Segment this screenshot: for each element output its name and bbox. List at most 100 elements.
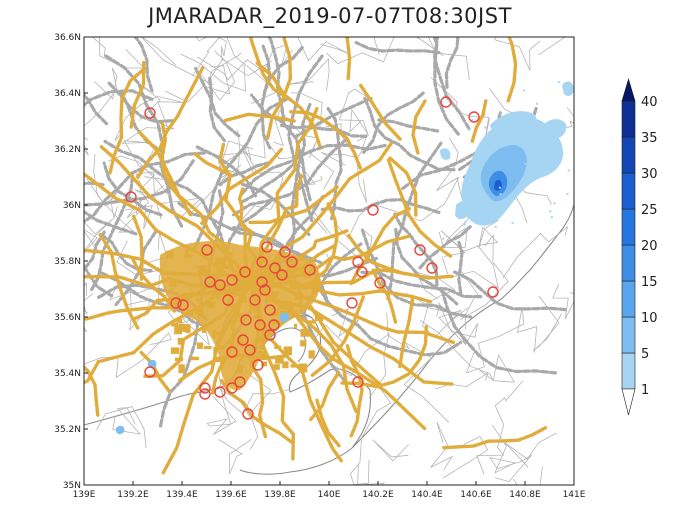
station-marker (177, 299, 189, 311)
latitude-axis: 35N 35.2N 35.4N 35.6N 35.8N 36N 36.2N 36.4N 36.6… (54, 33, 88, 491)
urban-block (183, 254, 193, 258)
boundary-line (165, 65, 231, 103)
rain-speck (561, 131, 564, 134)
boundary-line (278, 152, 335, 190)
minor-road (362, 90, 427, 154)
major-road (308, 304, 383, 387)
station-marker (346, 297, 358, 309)
station-marker (234, 376, 246, 388)
colorbar-segment (621, 100, 636, 138)
urban-block (210, 361, 216, 366)
boundary-line (206, 374, 237, 435)
urban-block (275, 356, 284, 364)
minor-road (103, 139, 228, 255)
boundary-line (112, 407, 142, 435)
rain-echo (562, 81, 574, 96)
boundary-line (489, 425, 532, 483)
colorbar-segment (621, 352, 636, 390)
rain-speck (566, 193, 569, 196)
urban-block (197, 265, 207, 273)
major-road (98, 233, 140, 330)
station-marker (226, 382, 238, 394)
urban-block (226, 252, 233, 257)
urban-block (274, 345, 281, 350)
station-marker (264, 329, 276, 341)
minor-road (362, 95, 456, 172)
urban-block (271, 291, 279, 296)
station-marker (256, 256, 268, 268)
urban-block (240, 288, 246, 298)
major-road (289, 110, 362, 170)
boundary-line (86, 178, 120, 219)
station-marker (252, 359, 264, 371)
rain-echo (440, 148, 451, 160)
boundary-line (504, 432, 557, 468)
urban-block (237, 337, 244, 344)
boundary-line (84, 218, 114, 254)
rain-speck (463, 223, 466, 226)
rain-speck (557, 81, 560, 84)
minor-road (84, 230, 106, 272)
urban-block (228, 303, 238, 308)
urban-block (311, 287, 316, 295)
urban-block (253, 284, 257, 292)
station-marker (356, 266, 368, 278)
boundary-line (532, 295, 562, 352)
minor-road (194, 66, 241, 138)
boundary-line (195, 37, 227, 61)
urban-block (166, 298, 173, 302)
urban-block (208, 303, 214, 309)
station-marker (242, 408, 254, 420)
major-road (442, 426, 548, 450)
rain-speck (549, 210, 552, 213)
urban-block (277, 256, 285, 260)
major-road (254, 60, 322, 148)
major-road (359, 83, 402, 141)
urban-block (214, 331, 222, 335)
urban-block (201, 327, 207, 333)
urban-block (314, 314, 324, 321)
urban-block (178, 364, 185, 374)
boundary-line (350, 376, 392, 485)
rain-speck (553, 202, 556, 205)
urban-block (242, 296, 247, 303)
urban-block (166, 250, 174, 259)
urban-block (217, 345, 225, 350)
urban-block (171, 322, 179, 327)
x-tick-label: 139.2E (117, 490, 149, 500)
urban-block (286, 266, 292, 274)
boundary-line (91, 37, 106, 56)
boundary-line (440, 219, 499, 257)
major-road (344, 37, 352, 81)
rain-echo (539, 119, 567, 140)
station-marker (256, 276, 268, 288)
y-tick-label: 35.4N (54, 369, 81, 379)
boundary-line (460, 234, 509, 320)
x-tick-label: 140.8E (509, 490, 541, 500)
station-marker (125, 191, 137, 203)
urban-block (176, 296, 185, 301)
boundary-line (441, 244, 499, 289)
major-road (223, 112, 298, 123)
rain-echo (147, 359, 157, 369)
urban-block (310, 266, 315, 276)
rain-echo (279, 312, 290, 323)
rain-speck (442, 237, 445, 240)
boundary-line (442, 435, 489, 479)
x-tick-label: 140E (318, 490, 341, 500)
minor-road (456, 238, 464, 295)
urban-block (314, 283, 321, 292)
station-marker (367, 204, 379, 216)
urban-block (277, 301, 285, 309)
y-tick-label: 36.2N (54, 145, 81, 155)
station-marker (222, 294, 234, 306)
station-marker (237, 334, 249, 346)
minor-road (377, 118, 440, 133)
y-tick-label: 35.8N (54, 257, 81, 267)
station-marker (440, 96, 452, 108)
station-marker (269, 262, 281, 274)
x-tick-label: 139.8E (264, 490, 296, 500)
major-road (348, 207, 411, 287)
station-marker (352, 376, 364, 388)
